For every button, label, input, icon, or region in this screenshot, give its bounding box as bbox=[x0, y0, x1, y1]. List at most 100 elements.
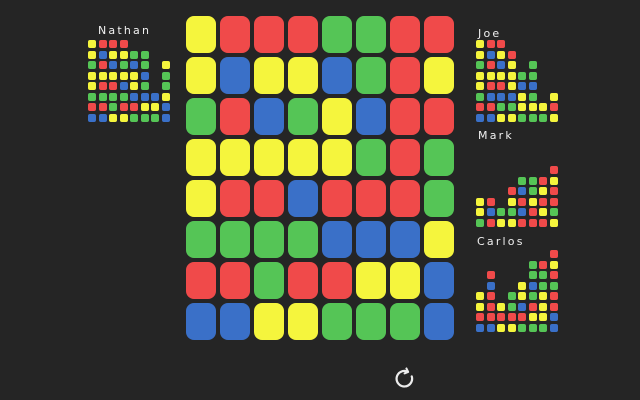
tile-r5c5 bbox=[518, 82, 526, 90]
tile-r6c4[interactable] bbox=[288, 221, 318, 258]
tile-r5c3[interactable] bbox=[254, 180, 284, 217]
tile-r7c3[interactable] bbox=[254, 262, 284, 299]
tile-r7c6[interactable] bbox=[356, 262, 386, 299]
tile-r8c1 bbox=[88, 113, 96, 122]
tile-r1c1[interactable] bbox=[186, 16, 216, 53]
tile-r3c6[interactable] bbox=[356, 98, 386, 135]
tile-r7c8 bbox=[549, 313, 558, 321]
tile-r1c4[interactable] bbox=[288, 16, 318, 53]
empty-cell bbox=[550, 40, 558, 48]
tile-r6c5[interactable] bbox=[322, 221, 352, 258]
tile-r4c7[interactable] bbox=[390, 139, 420, 176]
tile-r1c2 bbox=[98, 40, 107, 48]
tile-r5c6[interactable] bbox=[356, 180, 386, 217]
tile-r6c7[interactable] bbox=[390, 221, 420, 258]
tile-r8c5[interactable] bbox=[322, 303, 352, 340]
tile-r1c6[interactable] bbox=[356, 16, 386, 53]
tile-r5c1[interactable] bbox=[186, 180, 216, 217]
empty-cell bbox=[508, 282, 516, 290]
tile-r7c7 bbox=[539, 103, 547, 111]
tile-r1c7[interactable] bbox=[390, 16, 420, 53]
tile-r8c8 bbox=[549, 323, 558, 332]
tile-r6c5 bbox=[518, 302, 526, 311]
empty-cell bbox=[487, 261, 495, 269]
tile-r3c4[interactable] bbox=[288, 98, 318, 135]
tile-r5c8[interactable] bbox=[424, 180, 454, 217]
tile-r6c2[interactable] bbox=[220, 221, 250, 258]
tile-r2c4[interactable] bbox=[288, 57, 318, 94]
tile-r2c8[interactable] bbox=[424, 57, 454, 94]
empty-cell bbox=[487, 166, 495, 174]
tile-r3c2[interactable] bbox=[220, 98, 250, 135]
tile-r1c8[interactable] bbox=[424, 16, 454, 53]
tile-r1c2[interactable] bbox=[220, 16, 250, 53]
tile-r7c8 bbox=[549, 208, 558, 216]
tile-r5c2[interactable] bbox=[220, 180, 250, 217]
empty-cell bbox=[497, 166, 505, 174]
tile-r5c7 bbox=[539, 187, 547, 195]
tile-r6c6[interactable] bbox=[356, 221, 386, 258]
tile-r3c3[interactable] bbox=[254, 98, 284, 135]
tile-r8c6[interactable] bbox=[356, 303, 386, 340]
tile-r8c8 bbox=[549, 113, 558, 122]
tile-r3c8 bbox=[549, 271, 558, 279]
tile-r7c1 bbox=[88, 103, 96, 111]
tile-r3c1[interactable] bbox=[186, 98, 216, 135]
player-name-nathan: Nathan bbox=[98, 24, 152, 37]
tile-r4c4[interactable] bbox=[288, 139, 318, 176]
tile-r4c5[interactable] bbox=[322, 139, 352, 176]
empty-cell bbox=[550, 82, 558, 90]
empty-cell bbox=[497, 198, 505, 206]
tile-r2c7 bbox=[539, 260, 547, 269]
tile-r8c4[interactable] bbox=[288, 303, 318, 340]
tile-r3c8[interactable] bbox=[424, 98, 454, 135]
tile-r2c7[interactable] bbox=[390, 57, 420, 94]
tile-r8c3[interactable] bbox=[254, 303, 284, 340]
tile-r8c8[interactable] bbox=[424, 303, 454, 340]
tile-r7c2[interactable] bbox=[220, 262, 250, 299]
tile-r1c2 bbox=[486, 40, 495, 48]
tile-r4c4 bbox=[507, 71, 516, 80]
tile-r7c1[interactable] bbox=[186, 262, 216, 299]
tile-r8c6 bbox=[528, 113, 537, 122]
tile-r4c2[interactable] bbox=[220, 139, 250, 176]
tile-r2c5[interactable] bbox=[322, 57, 352, 94]
tile-r8c6 bbox=[528, 218, 537, 227]
tile-r7c4[interactable] bbox=[288, 262, 318, 299]
tile-r2c1[interactable] bbox=[186, 57, 216, 94]
tile-r1c3[interactable] bbox=[254, 16, 284, 53]
tile-r5c5[interactable] bbox=[322, 180, 352, 217]
tile-r6c6 bbox=[140, 92, 149, 101]
empty-cell bbox=[508, 271, 516, 279]
tile-r1c5[interactable] bbox=[322, 16, 352, 53]
tile-r6c8[interactable] bbox=[424, 221, 454, 258]
tile-r4c6[interactable] bbox=[356, 139, 386, 176]
empty-cell bbox=[476, 261, 484, 269]
tile-r5c4[interactable] bbox=[288, 180, 318, 217]
tile-r6c3[interactable] bbox=[254, 221, 284, 258]
tile-r2c6[interactable] bbox=[356, 57, 386, 94]
tile-r4c8[interactable] bbox=[424, 139, 454, 176]
tile-r5c6 bbox=[528, 292, 537, 300]
restart-button[interactable] bbox=[390, 365, 418, 393]
empty-cell bbox=[539, 82, 547, 90]
tile-r3c7[interactable] bbox=[390, 98, 420, 135]
tile-r4c1[interactable] bbox=[186, 139, 216, 176]
tile-r6c1[interactable] bbox=[186, 221, 216, 258]
tile-r7c5[interactable] bbox=[322, 262, 352, 299]
tile-r4c5 bbox=[518, 176, 526, 185]
empty-cell bbox=[518, 156, 526, 164]
tile-r5c7[interactable] bbox=[390, 180, 420, 217]
tile-r7c7[interactable] bbox=[390, 262, 420, 299]
tile-r7c8[interactable] bbox=[424, 262, 454, 299]
tile-r2c3[interactable] bbox=[254, 57, 284, 94]
tile-r4c3[interactable] bbox=[254, 139, 284, 176]
tile-r8c2[interactable] bbox=[220, 303, 250, 340]
tile-r5c4 bbox=[507, 82, 516, 90]
tile-r8c7[interactable] bbox=[390, 303, 420, 340]
tile-r2c2[interactable] bbox=[220, 57, 250, 94]
tile-r8c1[interactable] bbox=[186, 303, 216, 340]
tile-r3c5[interactable] bbox=[322, 98, 352, 135]
tile-r6c4 bbox=[507, 302, 516, 311]
tile-r7c3 bbox=[497, 208, 505, 216]
